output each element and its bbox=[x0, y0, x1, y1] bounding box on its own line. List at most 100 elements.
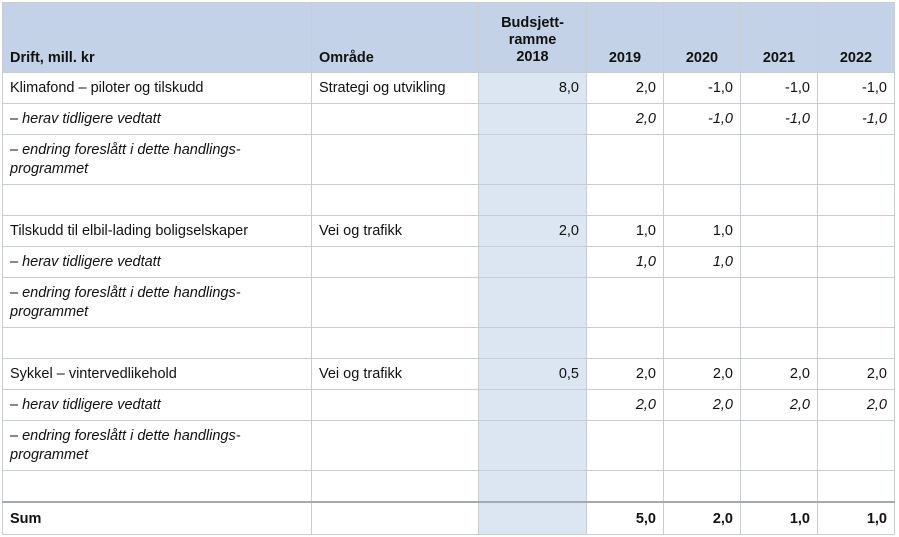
cell-y2020: -1,0 bbox=[663, 103, 741, 135]
sum-y2022: 1,0 bbox=[817, 501, 895, 535]
cell-budget bbox=[478, 389, 587, 421]
cell-area bbox=[311, 246, 479, 278]
cell-y2019 bbox=[586, 184, 664, 216]
cell-budget bbox=[478, 420, 587, 471]
table-row: Tilskudd til elbil-lading boligselskaper… bbox=[2, 215, 895, 247]
cell-y2019 bbox=[586, 327, 664, 359]
table-row: – endring foreslått i dette handlings-pr… bbox=[2, 277, 895, 328]
header-drift: Drift, mill. kr bbox=[2, 2, 312, 73]
cell-label: – herav tidligere vedtatt bbox=[2, 246, 312, 278]
cell-y2019: 2,0 bbox=[586, 72, 664, 104]
cell-budget bbox=[478, 184, 587, 216]
table-row bbox=[2, 470, 895, 503]
cell-area bbox=[311, 470, 479, 503]
header-2020: 2020 bbox=[663, 2, 741, 73]
cell-label bbox=[2, 470, 312, 503]
cell-budget: 0,5 bbox=[478, 358, 587, 390]
cell-y2021: -1,0 bbox=[740, 103, 818, 135]
header-2021: 2021 bbox=[740, 2, 818, 73]
cell-y2019 bbox=[586, 470, 664, 503]
cell-budget bbox=[478, 103, 587, 135]
cell-budget bbox=[478, 134, 587, 185]
cell-y2022: -1,0 bbox=[817, 103, 895, 135]
cell-y2020 bbox=[663, 134, 741, 185]
cell-y2022 bbox=[817, 470, 895, 503]
cell-y2022 bbox=[817, 327, 895, 359]
table-row bbox=[2, 327, 895, 359]
cell-area bbox=[311, 389, 479, 421]
cell-budget bbox=[478, 277, 587, 328]
header-budsjett-line3: 2018 bbox=[516, 49, 549, 65]
cell-y2021 bbox=[740, 134, 818, 185]
cell-y2022 bbox=[817, 215, 895, 247]
table-row: – herav tidligere vedtatt 2,0 -1,0 -1,0 -1,0 bbox=[2, 103, 895, 135]
sum-budget bbox=[478, 501, 587, 535]
cell-label: – herav tidligere vedtatt bbox=[2, 389, 312, 421]
cell-area: Strategi og utvikling bbox=[311, 72, 479, 104]
sum-y2021: 1,0 bbox=[740, 501, 818, 535]
cell-area bbox=[311, 103, 479, 135]
table-row: – herav tidligere vedtatt 2,0 2,0 2,0 2,0 bbox=[2, 389, 895, 421]
cell-y2019: 1,0 bbox=[586, 246, 664, 278]
sum-label: Sum bbox=[2, 501, 312, 535]
cell-label: Tilskudd til elbil-lading boligselskaper bbox=[2, 215, 312, 247]
cell-y2020 bbox=[663, 420, 741, 471]
cell-y2022: 2,0 bbox=[817, 358, 895, 390]
cell-budget bbox=[478, 470, 587, 503]
cell-area: Vei og trafikk bbox=[311, 358, 479, 390]
cell-area bbox=[311, 184, 479, 216]
cell-area bbox=[311, 327, 479, 359]
table-row: Klimafond – piloter og tilskudd Strategi … bbox=[2, 72, 895, 104]
cell-y2021 bbox=[740, 246, 818, 278]
cell-y2019 bbox=[586, 134, 664, 185]
cell-y2020 bbox=[663, 327, 741, 359]
cell-label bbox=[2, 184, 312, 216]
cell-budget: 8,0 bbox=[478, 72, 587, 104]
cell-area bbox=[311, 134, 479, 185]
cell-label: – endring foreslått i dette handlings-pr… bbox=[2, 134, 312, 185]
table-row: – endring foreslått i dette handlings-pr… bbox=[2, 134, 895, 185]
header-budsjett: Budsjett- ramme 2018 bbox=[478, 2, 587, 73]
table-row: – herav tidligere vedtatt 1,0 1,0 bbox=[2, 246, 895, 278]
cell-y2022: 2,0 bbox=[817, 389, 895, 421]
cell-area bbox=[311, 420, 479, 471]
table-row bbox=[2, 184, 895, 216]
cell-label: Sykkel – vintervedlikehold bbox=[2, 358, 312, 390]
cell-y2020 bbox=[663, 470, 741, 503]
sum-row: Sum 5,0 2,0 1,0 1,0 bbox=[2, 501, 895, 535]
cell-y2020 bbox=[663, 184, 741, 216]
header-budsjett-line1: Budsjett- bbox=[501, 15, 564, 31]
cell-y2021 bbox=[740, 470, 818, 503]
table-header-row: Drift, mill. kr Område Budsjett- ramme 2… bbox=[2, 2, 895, 73]
cell-label bbox=[2, 327, 312, 359]
cell-y2021 bbox=[740, 420, 818, 471]
cell-budget bbox=[478, 246, 587, 278]
table-row: – endring foreslått i dette handlings-pr… bbox=[2, 420, 895, 471]
sum-y2020: 2,0 bbox=[663, 501, 741, 535]
cell-y2019 bbox=[586, 277, 664, 328]
cell-label: – endring foreslått i dette handlings-pr… bbox=[2, 277, 312, 328]
cell-y2019: 2,0 bbox=[586, 389, 664, 421]
cell-y2021: -1,0 bbox=[740, 72, 818, 104]
cell-label: – herav tidligere vedtatt bbox=[2, 103, 312, 135]
cell-y2021: 2,0 bbox=[740, 389, 818, 421]
cell-y2022 bbox=[817, 420, 895, 471]
sum-area bbox=[311, 501, 479, 535]
cell-y2020 bbox=[663, 277, 741, 328]
cell-y2022 bbox=[817, 134, 895, 185]
cell-y2020: -1,0 bbox=[663, 72, 741, 104]
cell-y2020: 1,0 bbox=[663, 246, 741, 278]
header-2019: 2019 bbox=[586, 2, 664, 73]
header-omrade: Område bbox=[311, 2, 479, 73]
cell-area bbox=[311, 277, 479, 328]
cell-y2021 bbox=[740, 184, 818, 216]
header-2022: 2022 bbox=[817, 2, 895, 73]
cell-y2020: 2,0 bbox=[663, 389, 741, 421]
cell-y2019: 2,0 bbox=[586, 358, 664, 390]
cell-budget: 2,0 bbox=[478, 215, 587, 247]
cell-y2022 bbox=[817, 277, 895, 328]
cell-y2021 bbox=[740, 277, 818, 328]
cell-y2022: -1,0 bbox=[817, 72, 895, 104]
cell-y2022 bbox=[817, 184, 895, 216]
